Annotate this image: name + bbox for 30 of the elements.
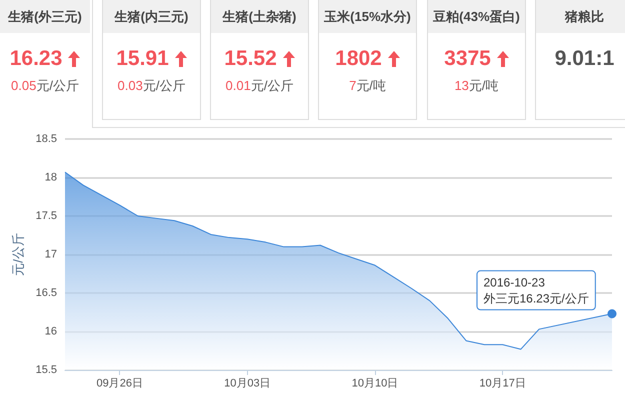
text: 生猪(外三元) — [0, 0, 90, 33]
x-tick-label: 10月17日 — [479, 378, 526, 390]
x-tick-label: 10月10日 — [352, 378, 398, 390]
text: 9.01:1 — [554, 47, 614, 70]
text: 13元/吨 — [453, 77, 500, 95]
text: 7元/吨 — [348, 77, 387, 95]
text: 16.23 — [10, 47, 62, 70]
text: 0.05元/公斤 — [10, 77, 80, 95]
y-tick-label: 18.5 — [36, 133, 57, 145]
text: 15.91 — [116, 47, 169, 70]
y-axis-title: 元/公斤 — [10, 233, 26, 276]
y-tick-label: 15.5 — [36, 364, 57, 376]
text: 生猪(土杂猪) — [211, 0, 308, 33]
y-tick-label: 17 — [44, 248, 57, 260]
text: 15.52 — [224, 47, 277, 70]
text: 生猪(内三元) — [103, 0, 200, 33]
text: 3375 — [444, 47, 491, 70]
y-tick-label: 16.5 — [36, 287, 57, 299]
text: 玉米(15%水分) — [319, 0, 416, 33]
text: 1802 — [335, 47, 382, 70]
y-tick-label: 18 — [44, 172, 57, 184]
text: 豆粕(43%蛋白) — [428, 0, 525, 33]
annotation: 2016-10-23 外三元16.23元/公斤 — [484, 275, 589, 306]
text: 0.01元/公斤 — [224, 77, 294, 95]
text: 0.03元/公斤 — [116, 77, 186, 95]
x-tick-label: 10月03日 — [224, 378, 271, 390]
x-tick-label: 09月26日 — [96, 378, 143, 390]
y-tick-label: 16 — [44, 326, 57, 338]
y-tick-label: 17.5 — [36, 210, 57, 222]
text: 猪粮比 — [536, 0, 625, 33]
